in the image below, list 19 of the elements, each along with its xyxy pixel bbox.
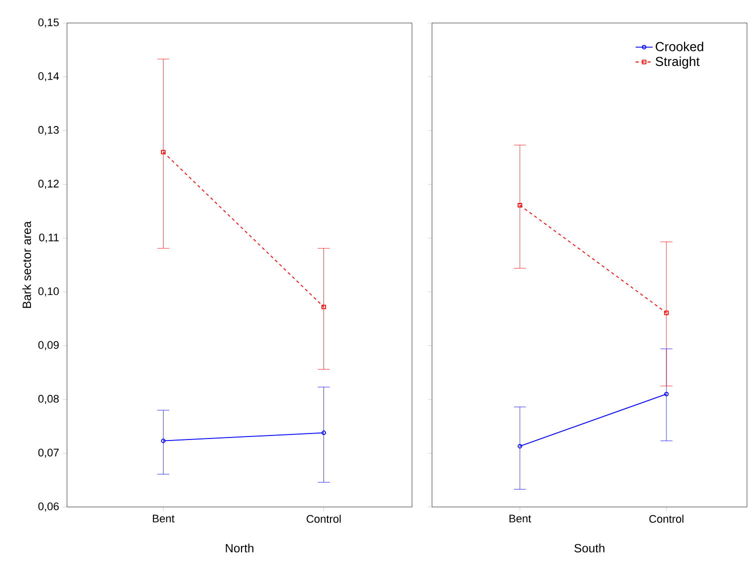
y-tick-label: 0,08 — [38, 394, 59, 404]
x-axis-title: North — [226, 544, 254, 552]
x-tick-label: Bent — [510, 514, 532, 522]
x-axis-title: South — [574, 544, 604, 552]
x-tick-label: Control — [306, 514, 341, 523]
y-tick-label: 0,10 — [38, 287, 59, 296]
y-tick-label: 0,07 — [38, 448, 59, 458]
y-tick-label: 0,14 — [38, 72, 59, 82]
y-tick-label: 0,11 — [39, 234, 59, 243]
y-tick-label: 0,12 — [38, 180, 59, 189]
y-axis-title: Bark sector area — [22, 221, 32, 308]
legend-label: Crooked — [656, 42, 704, 52]
y-tick-label: 0,13 — [38, 126, 59, 136]
y-tick-label: 0,15 — [38, 18, 59, 28]
legend-label: Straight — [656, 56, 700, 69]
y-tick-label: 0,06 — [38, 502, 59, 512]
x-tick-label: Control — [649, 514, 684, 523]
y-tick-label: 0,09 — [38, 341, 59, 350]
x-tick-label: Bent — [152, 514, 174, 522]
